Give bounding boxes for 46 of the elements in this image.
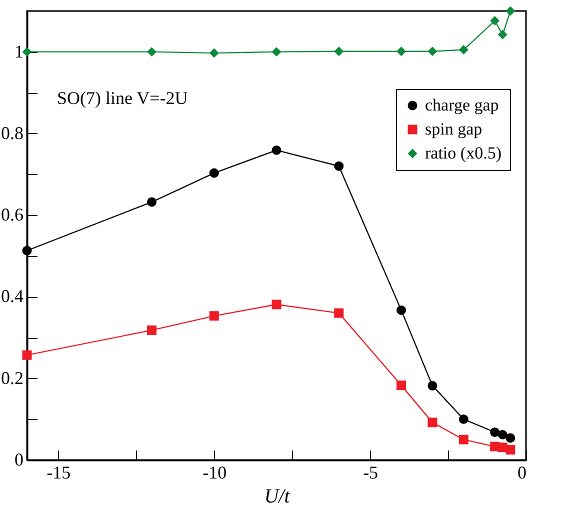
- point: [147, 47, 156, 57]
- y-tick-label: 0.4: [1, 286, 24, 306]
- point: [147, 325, 156, 335]
- point: [506, 6, 516, 16]
- point: [209, 168, 219, 178]
- point: [209, 48, 219, 58]
- point: [506, 433, 516, 443]
- point: [22, 350, 32, 360]
- legend-label: spin gap: [425, 120, 482, 138]
- point: [334, 308, 344, 318]
- point: [22, 246, 32, 256]
- point: [428, 46, 438, 56]
- point: [147, 197, 156, 207]
- legend-label: ratio (x0.5): [425, 144, 502, 162]
- point: [498, 430, 508, 440]
- point: [396, 46, 406, 56]
- point: [396, 380, 406, 390]
- point: [272, 300, 282, 310]
- point: [458, 45, 468, 55]
- x-tick-label: 0: [518, 462, 526, 482]
- y-tick-label: 0: [14, 450, 24, 470]
- y-tick-label: 0.8: [1, 122, 24, 143]
- x-tick-label: -10: [202, 462, 227, 482]
- point: [490, 428, 500, 437]
- annotation: SO(7) line V=-2U: [57, 88, 188, 108]
- point: [272, 145, 282, 155]
- point: [498, 30, 508, 40]
- point: [334, 161, 344, 171]
- point: [22, 47, 32, 57]
- point: [458, 434, 468, 444]
- point: [428, 380, 438, 390]
- point: [334, 46, 344, 56]
- point: [490, 16, 500, 26]
- x-tick-label: -5: [363, 462, 378, 482]
- legend-label: charge gap: [425, 96, 499, 114]
- x-axis-title: U/t: [264, 486, 290, 508]
- y-tick-label: 0.2: [1, 368, 24, 388]
- point: [272, 47, 282, 57]
- y-tick-label: 0.6: [1, 204, 24, 225]
- point: [428, 418, 438, 428]
- point: [506, 445, 516, 455]
- y-tick-label: 1: [14, 41, 24, 62]
- point: [209, 311, 219, 321]
- point: [396, 305, 406, 315]
- point: [458, 414, 468, 424]
- x-tick-label: -15: [46, 462, 71, 482]
